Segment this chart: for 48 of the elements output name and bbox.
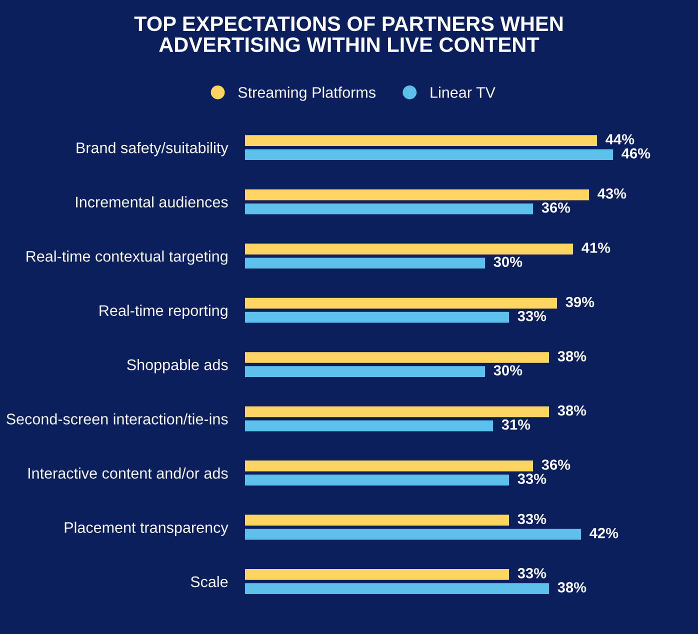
data-label: 30% — [494, 365, 522, 376]
data-label: 42% — [590, 528, 618, 538]
bar — [245, 583, 550, 594]
bar — [245, 135, 598, 146]
y-tick-label: Real-time contextual targeting — [26, 250, 228, 265]
data-label: 33% — [518, 514, 546, 524]
data-label: 38% — [558, 351, 586, 362]
data-label: 41% — [582, 242, 610, 253]
y-tick-label: Scale — [190, 576, 228, 588]
data-label: 31% — [502, 419, 530, 430]
bar — [245, 406, 550, 418]
bar — [245, 569, 510, 580]
data-label: 46% — [622, 148, 650, 159]
legend-label: Streaming Platforms — [238, 86, 376, 101]
bar — [245, 244, 574, 254]
data-label: 33% — [518, 474, 546, 484]
y-tick-label: Incremental audiences — [76, 196, 228, 208]
bar — [245, 203, 534, 214]
bar — [245, 298, 558, 309]
data-label: 43% — [598, 188, 626, 199]
data-label: 30% — [494, 256, 522, 268]
bar — [245, 460, 534, 472]
data-label: 44% — [606, 134, 634, 144]
data-label: 38% — [558, 405, 586, 416]
bar — [245, 312, 510, 323]
chart-title: TOP EXPECTATIONS OF PARTNERS WHEN ADVERTISING WITHIN LIVE CONTENT — [134, 16, 563, 52]
bar — [245, 366, 486, 378]
y-tick-label: Real-time reporting — [100, 304, 228, 320]
bar — [245, 474, 510, 486]
y-tick-label: Second-screen interaction/tie-ins — [6, 413, 228, 424]
y-tick-label: Shoppable ads — [127, 359, 228, 374]
bar — [245, 189, 590, 200]
y-tick-label: Brand safety/suitability — [76, 142, 228, 156]
bar — [245, 258, 486, 269]
bar — [245, 149, 614, 160]
y-tick-label: Interactive content and/or ads — [28, 468, 228, 479]
legend-label: Linear TV — [430, 86, 496, 98]
bar — [245, 352, 550, 363]
data-label: 36% — [542, 202, 570, 213]
bar — [245, 514, 510, 526]
bar — [245, 528, 582, 540]
data-label: 36% — [542, 460, 570, 470]
data-label: 39% — [566, 296, 594, 308]
data-label: 38% — [558, 582, 586, 593]
data-label: 33% — [518, 568, 546, 578]
y-tick-label: Placement transparency — [64, 522, 228, 536]
bar — [245, 420, 494, 432]
data-label: 33% — [518, 310, 546, 322]
